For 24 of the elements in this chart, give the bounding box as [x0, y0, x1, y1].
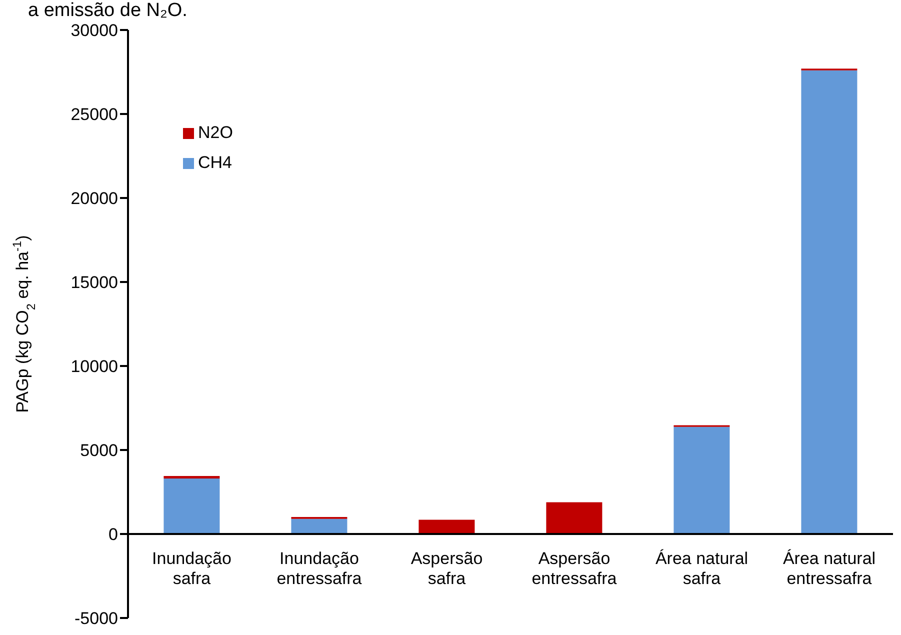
- y-tick-label: 5000: [80, 441, 118, 460]
- bar: [418, 520, 475, 534]
- x-tick-label: Inundação entressafra: [276, 549, 362, 588]
- y-tick-label: 10000: [70, 357, 118, 376]
- x-tick-label: Aspersão safra: [410, 549, 483, 588]
- legend-label: N2O: [198, 123, 233, 143]
- text: a emissão de N₂O.: [28, 0, 188, 22]
- legend-label: CH4: [198, 153, 232, 173]
- bar: [291, 518, 348, 534]
- x-tick-label: Inundação safra: [152, 549, 232, 588]
- y-tick-label: -5000: [74, 609, 118, 628]
- bar: [801, 70, 858, 534]
- x-tick-label: Área natural entressafra: [782, 549, 876, 588]
- x-tick-label: Aspersão entressafra: [532, 549, 618, 588]
- y-tick-label: 25000: [70, 105, 118, 124]
- y-tick-label: 20000: [70, 189, 118, 208]
- bar: [674, 426, 730, 534]
- bar: [546, 502, 602, 534]
- x-tick-label: Área natural safra: [655, 549, 748, 588]
- y-tick-label: 30000: [70, 21, 118, 40]
- bar: [164, 476, 220, 479]
- bar: [164, 478, 220, 534]
- y-tick-label: 15000: [70, 273, 118, 292]
- y-tick-label: 0: [108, 525, 118, 544]
